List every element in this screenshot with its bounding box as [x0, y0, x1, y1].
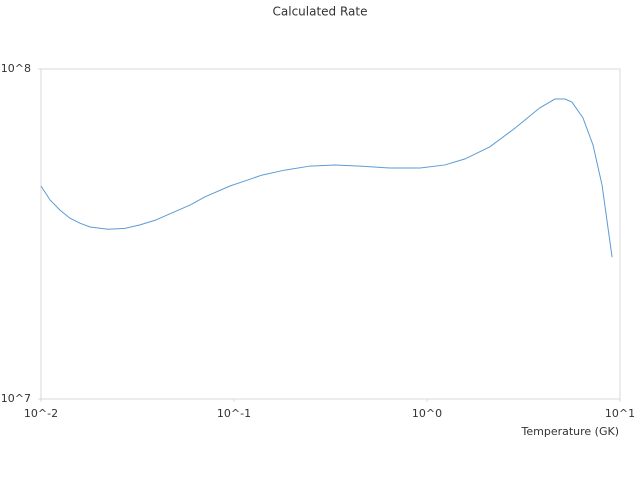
x-tick-label: 10^0 [412, 407, 442, 420]
line [40, 98, 613, 258]
x-tick-label: 10^-1 [217, 407, 251, 420]
x-tick-label: 10^-2 [24, 407, 58, 420]
chart-title: Calculated Rate [273, 5, 368, 19]
x-tick-label: 10^1 [605, 407, 635, 420]
y-tick-label: 10^7 [1, 392, 31, 405]
plot-border [40, 68, 621, 400]
x-axis-label: Temperature (GK) [521, 425, 620, 438]
y-tick-label: 10^8 [1, 62, 31, 75]
